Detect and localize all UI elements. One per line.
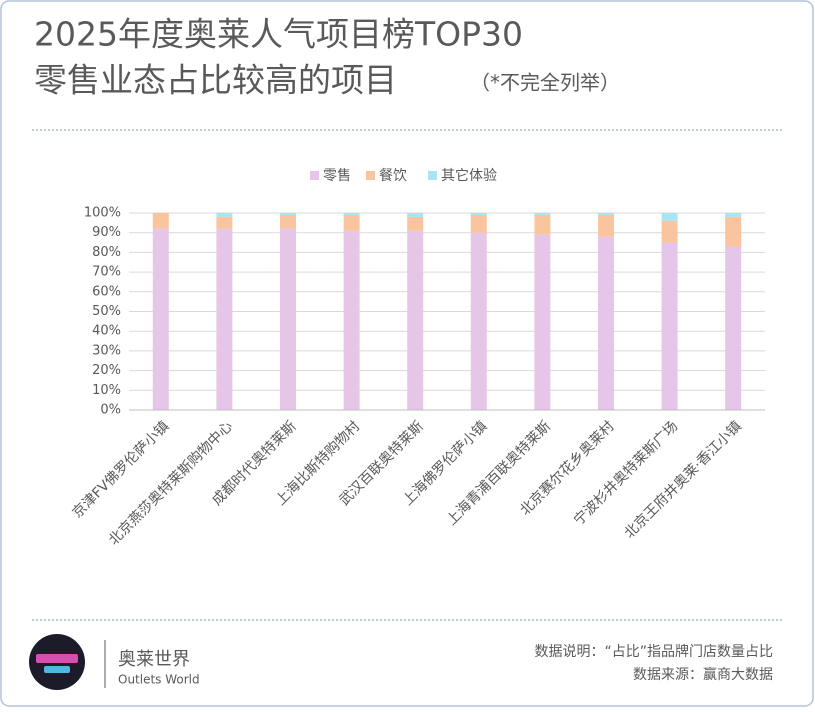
bar-segment [343,213,360,215]
bar-segment [280,228,296,410]
bar-segment [280,213,296,215]
chart-title: 2025年度奥莱人气项目榜TOP30 [34,15,523,54]
bar-segment [216,228,233,410]
bar-segment [470,232,487,410]
bar-segment [598,236,614,410]
legend-label: 餐饮 [379,168,407,184]
y-tick-label: 80% [92,245,121,260]
chart-note: （*不完全列举） [470,71,620,95]
legend-swatch [366,171,375,180]
y-tick-label: 10% [92,383,121,398]
y-tick-label: 40% [92,324,121,339]
bar-segment [661,213,678,221]
bar-segment [534,234,551,410]
bar-segment [598,214,614,237]
bar-segment [152,213,169,229]
brand-en: Outlets World [118,673,200,687]
bar-segment [343,214,360,231]
bar-segment [407,216,424,231]
bar-segment [725,213,742,217]
data-source: 数据来源：赢商大数据 [633,666,773,683]
bar-segment [470,214,487,233]
bar-segment [280,214,296,229]
bar-segment [534,213,551,215]
y-tick-label: 90% [92,225,121,240]
bar-segment [343,230,360,410]
bar-segment [407,230,424,410]
bar-segment [661,242,678,410]
chart-subtitle: 零售业态占比较高的项目 [34,61,397,100]
bar-segment [598,213,614,215]
bar-segment [216,216,233,229]
bar-segment [152,228,169,410]
y-tick-label: 50% [92,304,121,319]
bar-segment [216,213,233,217]
bar-segment [470,213,487,215]
y-tick-label: 20% [92,363,121,378]
bar-segment [407,213,424,217]
y-tick-label: 30% [92,343,121,358]
legend-swatch [310,171,319,180]
y-tick-label: 70% [92,265,121,280]
legend-label: 零售 [323,168,351,184]
bar-segment [661,220,678,243]
bar-segment [725,216,742,247]
y-tick-label: 60% [92,284,121,299]
brand: 奥莱世界 [118,649,190,670]
bar-segment [725,246,742,410]
bar-segment [534,214,551,235]
legend-swatch [428,171,437,180]
y-tick-label: 100% [84,206,121,221]
data-explanation: 数据说明：“占比”指品牌门店数量占比 [534,643,773,660]
logo [29,634,85,690]
y-tick-label: 0% [100,403,121,418]
legend-label: 其它体验 [441,167,497,184]
